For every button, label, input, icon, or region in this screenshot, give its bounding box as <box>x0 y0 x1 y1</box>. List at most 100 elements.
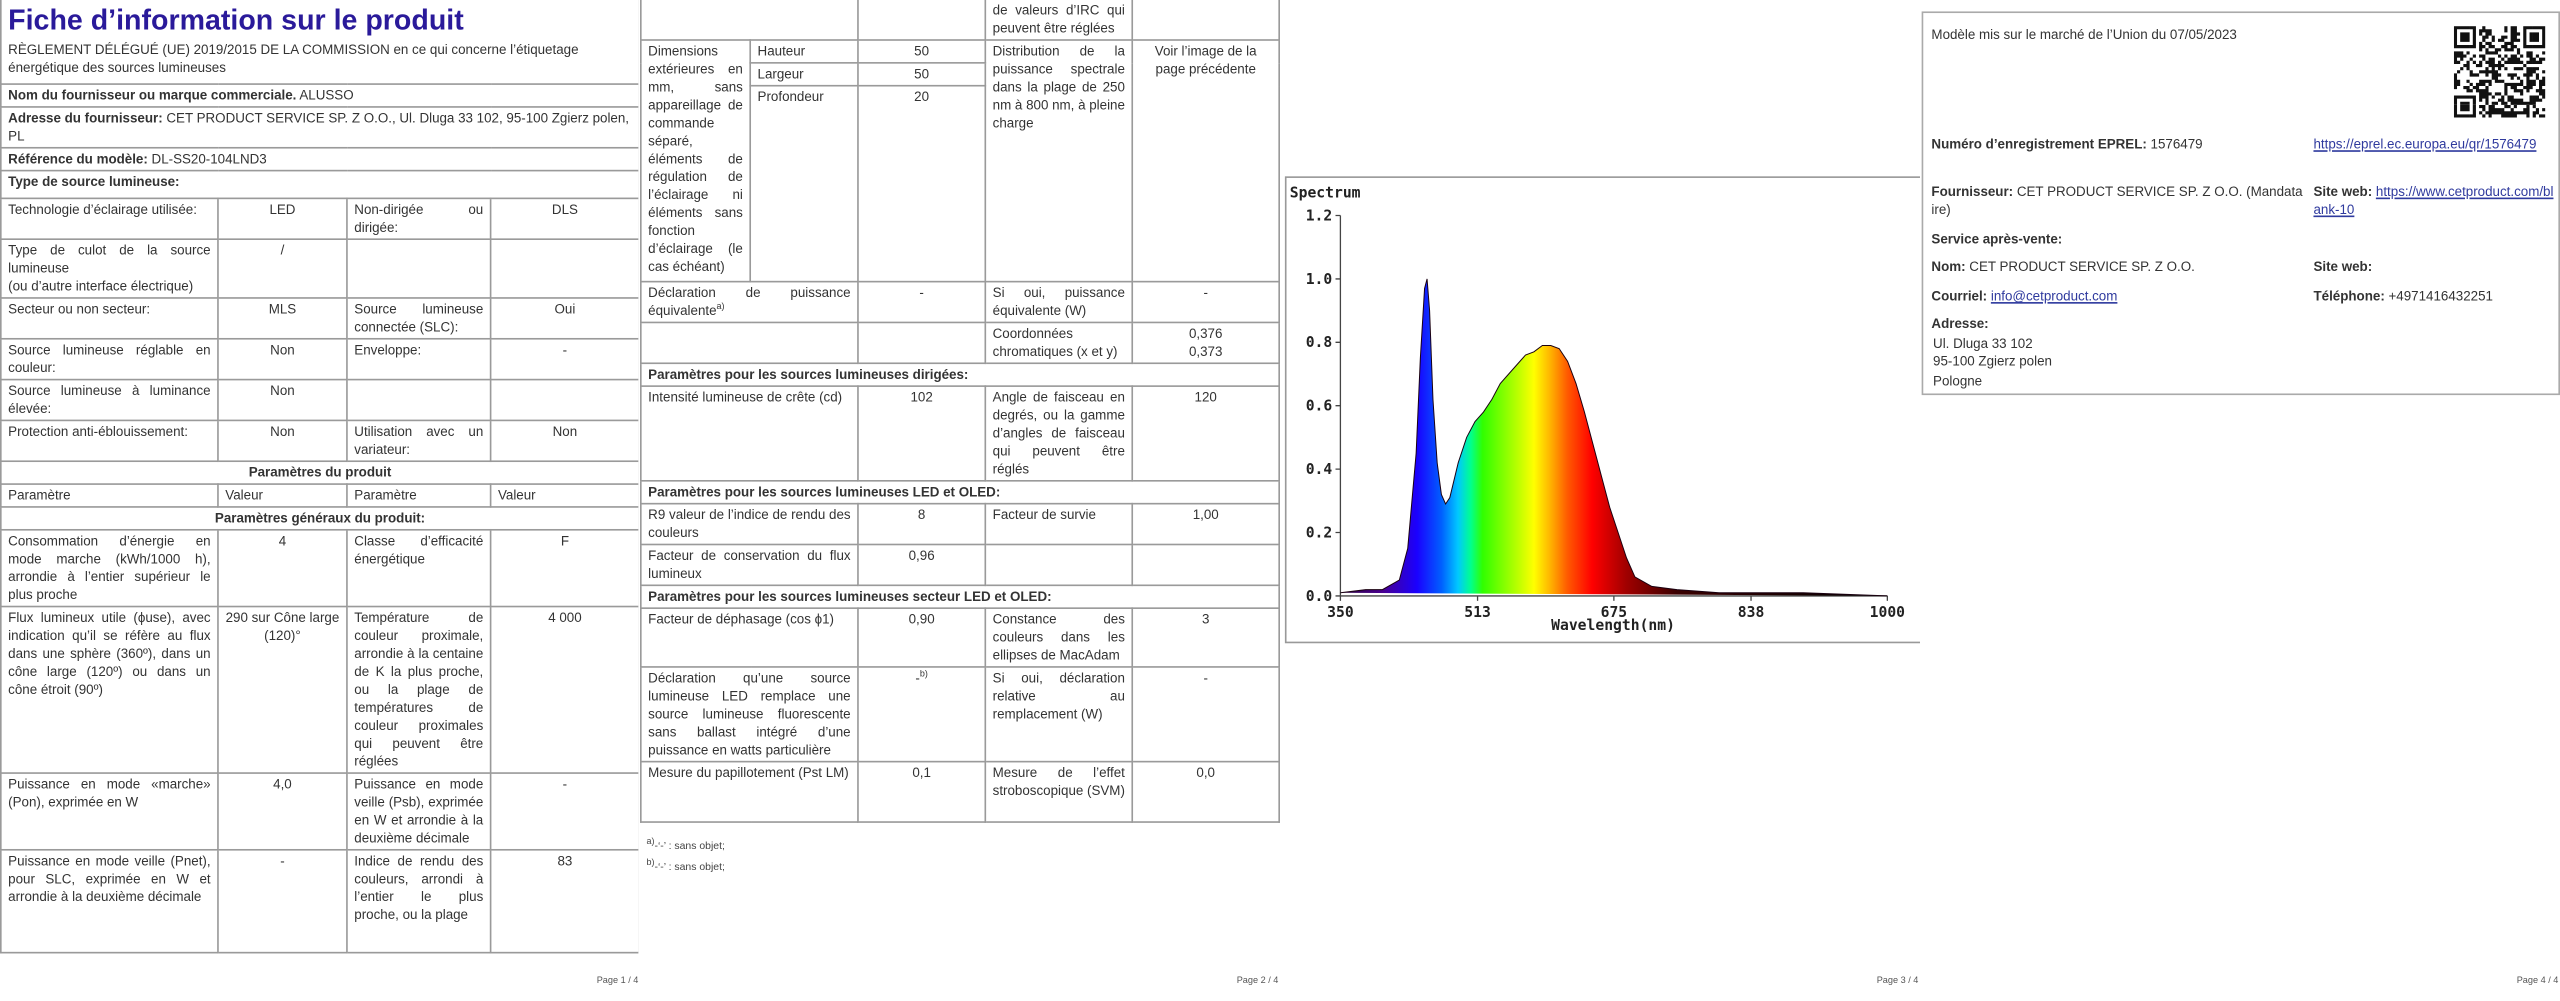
row: Type de source lumineuse: <box>0 169 639 200</box>
cell: Valeur <box>489 483 639 508</box>
product-table-continued: de valeurs d’IRC qui peuvent être réglée… <box>639 0 1280 823</box>
cell: MLS <box>217 297 348 340</box>
cell: Source lumineuse à luminance élevée: <box>0 378 219 422</box>
row: Technologie d’éclairage utilisée: LED Non-… <box>0 197 639 240</box>
cell: Mesure de l’effet stroboscopique (SVM) <box>984 760 1134 823</box>
address-line: Ul. Dluga 33 102 <box>1933 336 2033 352</box>
row: Référence du modèle: DL-SS20-104LND3 <box>0 146 639 172</box>
row: Intensité lumineuse de crête (cd) 102 Angl… <box>639 385 1280 482</box>
text: Site web: <box>2313 184 2373 200</box>
x-tick-label: 513 <box>1464 604 1491 621</box>
cell: Type de source lumineuse: <box>0 169 639 200</box>
eprel-link[interactable]: https://eprel.ec.europa.eu/qr/1576479 <box>2313 137 2537 152</box>
y-tick-label: 0.4 <box>1306 461 1333 478</box>
row: Type de culot de la source lumineuse (ou… <box>0 238 639 299</box>
row: de valeurs d’IRC qui peuvent être réglée… <box>639 0 1280 41</box>
cell: Référence du modèle: DL-SS20-104LND3 <box>0 146 639 172</box>
text: a) <box>716 302 725 313</box>
cell: Largeur <box>749 62 859 87</box>
cell: Facteur de survie <box>984 502 1134 546</box>
cell: Non <box>217 378 348 422</box>
email-link[interactable]: info@cetproduct.com <box>1990 288 2118 304</box>
cell: Paramètre <box>346 483 492 508</box>
row: Source lumineuse à luminance élevée: Non <box>0 378 639 422</box>
page-3: Spectrum Wavelength(nm) 0.0 0.2 0.4 0.6 0.8 1… <box>1280 0 1922 1001</box>
eprel-number: Numéro d’enregistrement EPREL: 1576479 <box>1931 136 2303 154</box>
phone: Téléphone: +4971416432251 <box>2313 287 2492 305</box>
cell: Source lumineuse réglable en couleur: <box>0 337 219 381</box>
cell: 0,1 <box>857 760 987 823</box>
service-heading: Service après-vente: <box>1931 230 2062 248</box>
text: 1576479 <box>2150 137 2203 152</box>
cell: 0,96 <box>857 543 987 587</box>
row: Flux lumineux utile (ϕuse), avec indicat… <box>0 605 639 774</box>
cell: 120 <box>1131 385 1280 482</box>
y-tick-label: 0.8 <box>1306 334 1333 351</box>
cell: DLS <box>489 197 639 240</box>
cell: 20 <box>857 84 987 283</box>
cell: Protection anti-éblouissement: <box>0 419 219 463</box>
email: Courriel: info@cetproduct.com <box>1931 287 2117 305</box>
row: Adresse du fournisseur: CET PRODUCT SERV… <box>0 106 639 149</box>
text: b) <box>919 669 928 680</box>
cell <box>639 321 859 365</box>
page-number: Page 2 / 4 <box>1236 976 1279 987</box>
row: Consommation d’énergie en mode marche (k… <box>0 528 639 608</box>
text: Adresse: <box>1931 316 1989 332</box>
text: -‘-’ : sans objet; <box>654 862 725 874</box>
service-website: Site web: <box>2313 258 2372 276</box>
cell <box>346 238 492 299</box>
text: ALUSSO <box>299 88 354 103</box>
cell: Non-dirigée ou dirigée: <box>346 197 492 240</box>
cell: 4,0 <box>217 772 348 851</box>
cell: Non <box>217 337 348 381</box>
cell: - <box>1131 666 1280 763</box>
cell: 3 <box>1131 607 1280 668</box>
text: a) <box>646 837 655 848</box>
cell: 4 000 <box>489 605 639 774</box>
qr-code[interactable] <box>2453 26 2546 121</box>
text: DL-SS20-104LND3 <box>151 151 267 167</box>
cell: Angle de faisceau en degrés, ou la gamme… <box>984 385 1134 482</box>
row: Déclaration qu’une source lumineuse LED … <box>639 666 1280 763</box>
row: Paramètres généraux du produit: <box>0 506 639 531</box>
cell <box>489 378 639 422</box>
cell: Utilisation avec un variateur: <box>346 419 492 463</box>
cell: Paramètres du produit <box>0 460 639 485</box>
qr-modules <box>2453 26 2546 118</box>
page-1: Fiche d’information sur le produit RÈGLEM… <box>0 0 639 1001</box>
text: +4971416432251 <box>2388 288 2493 304</box>
cell: 50 <box>857 39 987 64</box>
row: Dimensions extérieures en mm, sans appar… <box>639 39 1280 283</box>
row: Paramètres du produit <box>0 460 639 485</box>
row: Coordonnées chromatiques (x et y) 0,376 0… <box>639 321 1280 365</box>
text: Téléphone: <box>2313 288 2385 304</box>
text: Adresse du fournisseur: <box>8 111 163 126</box>
cell: Flux lumineux utile (ϕuse), avec indicat… <box>0 605 219 774</box>
cell: Voir l’image de la page précédente <box>1131 39 1280 283</box>
address-line: 95-100 Zgierz polen <box>1933 354 2052 369</box>
footnote: b)-‘-’ : sans objet; <box>647 857 725 878</box>
text: CET PRODUCT SERVICE SP. Z O.O. (Mandatai… <box>1931 184 2303 218</box>
cell: R9 valeur de l’indice de rendu des coule… <box>639 502 859 546</box>
website-link[interactable]: https://www.cetproduct.com/blank-10 <box>2313 184 2554 218</box>
cell: 50 <box>857 62 987 87</box>
cell <box>489 238 639 299</box>
text: b) <box>646 858 655 869</box>
cell: Nom du fournisseur ou marque commerciale… <box>0 83 639 108</box>
cell: Technologie d’éclairage utilisée: <box>0 197 219 240</box>
address-label: Adresse: <box>1931 315 1988 333</box>
row: Profondeur 20 <box>641 84 1279 283</box>
cell: Puissance en mode «marche» (Pon), exprim… <box>0 772 219 851</box>
y-tick-label: 0.0 <box>1306 588 1333 605</box>
address-line: Pologne <box>1933 373 1983 389</box>
cell: Mesure du papillotement (Pst LM) <box>639 760 859 823</box>
page-content: Fiche d’information sur le produit RÈGLEM… <box>0 0 639 968</box>
page-number: Page 3 / 4 <box>1876 976 1919 987</box>
cell: Paramètres pour les sources lumineuses s… <box>639 584 1280 609</box>
cell <box>857 321 987 365</box>
cell: Profondeur <box>749 84 859 283</box>
eprel-box: Modèle mis sur le marché de l’Union du 0… <box>1921 11 2560 396</box>
service-name: Nom: CET PRODUCT SERVICE SP. Z O.O. <box>1931 258 2194 276</box>
cell: Paramètre <box>0 483 219 508</box>
